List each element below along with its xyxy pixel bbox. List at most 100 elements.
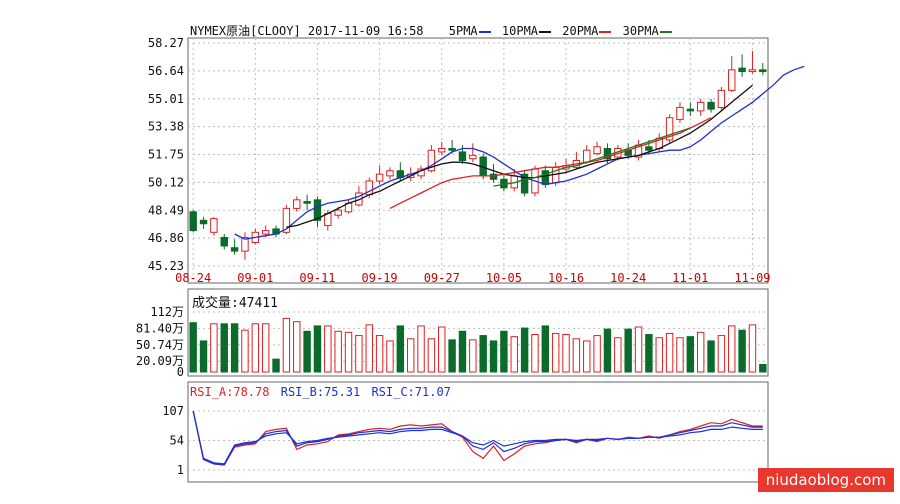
volume-bar (583, 340, 591, 373)
volume-bar (717, 335, 726, 373)
candle-up (386, 170, 394, 177)
ma30-legend-swatch (659, 30, 672, 33)
volume-bar (438, 326, 446, 373)
volume-panel-frame (187, 288, 769, 377)
volume-y-tick-label: 81.40万 (136, 321, 184, 335)
price-y-tick-label: 45.23 (148, 259, 184, 273)
date-tick-label: 09-01 (237, 271, 273, 285)
volume-bar (293, 321, 301, 373)
candle-up (728, 69, 736, 91)
candle-down (199, 219, 208, 225)
volume-bar (313, 325, 322, 373)
volume-bar (686, 336, 695, 373)
price-y-tick-label: 53.38 (148, 120, 184, 134)
candle-up (676, 106, 684, 120)
volume-bar (386, 340, 394, 373)
volume-bar (303, 330, 311, 373)
rsi-line-rsi-a (192, 410, 763, 466)
price-y-tick-label: 48.49 (148, 203, 184, 217)
candle-up (696, 101, 705, 112)
candle-up (282, 207, 291, 233)
volume-bar (365, 324, 373, 373)
ma20-legend-label: 20PMA (562, 24, 599, 38)
volume-bar (489, 340, 498, 373)
candle-down (520, 173, 529, 194)
volume-bar (572, 338, 581, 373)
rsi-line-rsi-c (192, 410, 763, 465)
candle-up (717, 89, 726, 108)
volume-bar (728, 325, 736, 373)
candle-down (189, 211, 197, 232)
volume-y-tick-label: 20.09万 (136, 354, 184, 368)
date-tick-label: 10-16 (548, 271, 584, 285)
volume-bar (624, 328, 632, 373)
ma5-legend-label: 5PMA (448, 24, 478, 38)
volume-bar (759, 364, 767, 373)
volume-bar (562, 334, 570, 373)
candle-up (261, 230, 270, 235)
date-tick-label: 09-19 (362, 271, 398, 285)
volume-bar (707, 340, 715, 373)
rsi-a-label: RSI_A:78.78 (190, 385, 270, 399)
date-tick-label: 09-11 (299, 271, 335, 285)
volume-bar (510, 336, 518, 373)
price-panel-frame (187, 37, 769, 284)
date-tick-label: 11-01 (672, 271, 708, 285)
ma-line-5pma (234, 65, 805, 240)
volume-bar (210, 323, 218, 373)
ma-line-20pma (389, 117, 712, 209)
volume-bar (634, 326, 643, 373)
candle-down (313, 199, 322, 221)
candle-down (489, 173, 498, 180)
volume-bar (344, 331, 353, 373)
date-tick-label: 08-24 (175, 271, 211, 285)
rsi-line-rsi-b (192, 410, 763, 466)
price-y-tick-label: 56.64 (148, 64, 184, 78)
volume-bar (479, 335, 487, 373)
candle-up (469, 154, 477, 160)
candle-down (707, 101, 715, 110)
volume-bar (324, 325, 332, 373)
volume-bar (748, 324, 757, 373)
candle-up (593, 146, 601, 155)
candle-down (303, 201, 311, 204)
volume-bar (469, 339, 477, 373)
rsi-y-tick-label: 1 (177, 463, 184, 477)
volume-bar (665, 332, 674, 373)
candle-up (334, 209, 342, 216)
volume-title: 成交量:47411 (192, 296, 278, 311)
volume-bar (520, 327, 529, 373)
date-tick-label: 10-05 (486, 271, 522, 285)
rsi-y-tick-label: 54 (170, 434, 184, 448)
volume-bar (500, 330, 508, 373)
volume-bar (655, 337, 663, 373)
volume-bar (531, 334, 539, 373)
ma20-legend-swatch (599, 30, 612, 33)
ma10-legend-label: 10PMA (501, 24, 539, 38)
rsi-panel-header: RSI_A:78.78 RSI_B:75.31 RSI_C:71.07 (190, 385, 451, 399)
candle-up (583, 149, 591, 163)
volume-bar (272, 358, 280, 373)
volume-bar (355, 335, 363, 373)
volume-bar (676, 337, 684, 373)
volume-bar (738, 329, 746, 373)
volume-bar (427, 338, 436, 373)
volume-bar (241, 329, 249, 373)
volume-bar (417, 325, 425, 373)
volume-bar (261, 323, 270, 373)
volume-bar (375, 335, 384, 373)
ma-line-10pma (286, 84, 753, 228)
candle-up (355, 192, 363, 206)
volume-y-tick-label: 50.74万 (136, 338, 184, 352)
chart-title: NYMEX原油[CLOOY] 2017-11-09 16:58 (190, 24, 424, 38)
candle-down (230, 247, 239, 252)
candle-down (220, 236, 228, 247)
price-y-tick-label: 50.12 (148, 175, 184, 189)
watermark-badge: niudaoblog.com (757, 468, 894, 492)
volume-bar (334, 330, 342, 373)
date-tick-label: 09-27 (424, 271, 460, 285)
candle-down (759, 69, 767, 73)
volume-bar (396, 325, 405, 373)
